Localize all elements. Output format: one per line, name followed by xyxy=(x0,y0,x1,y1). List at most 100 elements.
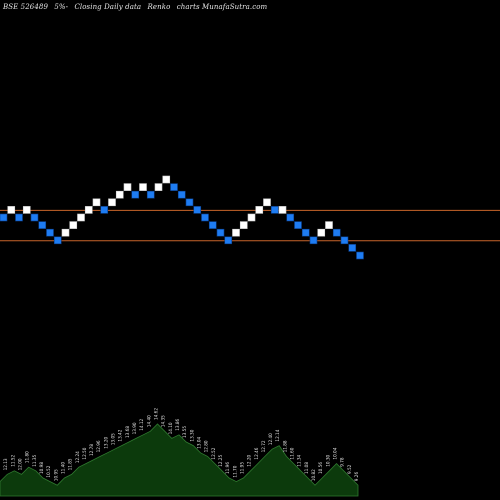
down-brick-38 xyxy=(294,221,302,229)
volume-label-7: 10.52 xyxy=(46,465,51,477)
volume-area-path xyxy=(0,423,359,497)
volume-label-47: 10.04 xyxy=(333,447,338,459)
up-brick-33 xyxy=(255,206,264,214)
data-desc-label: Closing Daily data xyxy=(74,3,142,11)
volume-label-23: 14.35 xyxy=(161,415,166,427)
volume-labels: 11.1212.1311.5212.0011.8011.3510.9810.52… xyxy=(0,408,359,482)
up-brick-20 xyxy=(154,183,163,191)
up-brick-18 xyxy=(139,183,147,191)
up-brick-3 xyxy=(22,206,31,214)
down-brick-4 xyxy=(30,213,39,222)
volume-label-18: 13.68 xyxy=(125,426,130,438)
down-brick-35 xyxy=(270,206,279,214)
down-brick-22 xyxy=(170,183,178,191)
chart-kind-label: Renko xyxy=(147,3,171,11)
site-label: charts MunafaSutra.com xyxy=(176,3,268,11)
volume-label-12: 12.50 xyxy=(82,447,87,459)
down-brick-19 xyxy=(146,190,155,199)
volume-label-15: 13.20 xyxy=(103,436,108,448)
brick-pct-label: 5%- xyxy=(54,3,69,11)
volume-label-29: 12.80 xyxy=(204,440,209,452)
volume-label-2: 11.52 xyxy=(10,454,15,466)
volume-label-41: 11.60 xyxy=(290,447,295,459)
volume-label-6: 10.98 xyxy=(39,462,44,474)
down-brick-17 xyxy=(131,190,140,199)
chart-header: BSE 526489 5%- Closing Daily data Renko … xyxy=(3,3,271,11)
volume-label-34: 11.95 xyxy=(239,462,244,474)
up-brick-31 xyxy=(239,221,248,229)
volume-label-49: 9.52 xyxy=(347,464,352,474)
up-brick-36 xyxy=(278,206,287,214)
up-brick-8 xyxy=(61,228,70,237)
volume-label-26: 13.55 xyxy=(182,426,187,438)
volume-label-8: 10.95 xyxy=(53,469,58,481)
volume-label-33: 11.70 xyxy=(232,465,237,477)
down-brick-7 xyxy=(53,236,62,245)
up-brick-14 xyxy=(108,198,116,207)
volume-label-24: 14.10 xyxy=(168,422,173,434)
up-brick-11 xyxy=(84,206,93,214)
down-brick-45 xyxy=(348,244,357,252)
down-brick-23 xyxy=(177,190,186,199)
up-brick-9 xyxy=(69,221,78,229)
volume-label-16: 13.05 xyxy=(111,433,116,445)
down-brick-5 xyxy=(38,221,47,229)
down-brick-29 xyxy=(224,236,233,245)
up-brick-16 xyxy=(123,183,132,191)
up-brick-15 xyxy=(115,190,124,199)
volume-label-4: 11.80 xyxy=(25,451,30,463)
volume-label-43: 11.08 xyxy=(304,462,309,474)
up-brick-1 xyxy=(7,206,16,214)
renko-bricks xyxy=(0,175,364,260)
volume-label-30: 12.52 xyxy=(211,447,216,459)
up-brick-41 xyxy=(317,228,326,237)
symbol-label: BSE 526489 xyxy=(3,3,48,11)
volume-label-46: 10.30 xyxy=(325,454,330,466)
volume-area xyxy=(0,423,359,497)
volume-label-1: 12.13 xyxy=(3,458,8,470)
up-brick-12 xyxy=(92,198,101,207)
volume-label-44: 10.82 xyxy=(311,469,316,481)
volume-label-17: 13.42 xyxy=(118,429,123,441)
down-brick-37 xyxy=(286,213,295,222)
volume-label-14: 12.96 xyxy=(96,440,101,452)
up-brick-34 xyxy=(263,198,271,207)
down-brick-28 xyxy=(216,228,225,237)
volume-label-21: 14.40 xyxy=(146,415,151,427)
level-lines xyxy=(0,209,500,242)
volume-label-28: 13.04 xyxy=(197,436,202,448)
volume-label-22: 14.62 xyxy=(154,408,159,420)
volume-label-39: 12.14 xyxy=(275,429,280,441)
volume-label-25: 13.86 xyxy=(175,418,180,430)
volume-label-31: 12.25 xyxy=(218,454,223,466)
down-brick-6 xyxy=(46,228,54,237)
volume-label-45: 10.56 xyxy=(318,462,323,474)
volume-label-10: 11.85 xyxy=(68,458,73,470)
volume-label-36: 12.46 xyxy=(254,447,259,459)
volume-label-48: 9.78 xyxy=(340,457,345,467)
volume-label-20: 14.12 xyxy=(139,418,144,430)
down-brick-46 xyxy=(356,251,364,260)
volume-label-42: 11.34 xyxy=(297,454,302,466)
up-brick-32 xyxy=(247,213,256,222)
volume-label-0: 11.12 xyxy=(0,465,1,477)
volume-label-32: 11.96 xyxy=(225,462,230,474)
volume-label-50: 9.26 xyxy=(354,472,359,482)
volume-label-37: 12.72 xyxy=(261,440,266,452)
volume-label-11: 12.24 xyxy=(75,451,80,463)
volume-label-13: 12.78 xyxy=(89,444,94,456)
volume-label-35: 12.20 xyxy=(247,454,252,466)
down-brick-27 xyxy=(208,221,217,229)
down-brick-43 xyxy=(332,228,341,237)
down-brick-39 xyxy=(301,228,310,237)
volume-label-3: 12.00 xyxy=(18,458,23,470)
down-brick-24 xyxy=(185,198,194,207)
up-brick-10 xyxy=(77,213,85,222)
down-brick-26 xyxy=(201,213,209,222)
volume-label-9: 11.40 xyxy=(60,462,65,474)
down-brick-40 xyxy=(309,236,318,245)
down-brick-25 xyxy=(193,206,202,214)
up-brick-30 xyxy=(232,228,240,237)
down-brick-13 xyxy=(100,206,109,214)
